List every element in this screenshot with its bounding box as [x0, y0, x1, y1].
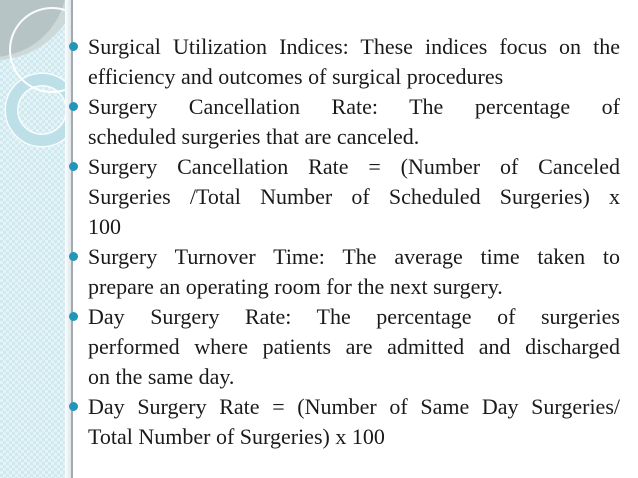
bullet-icon — [69, 252, 78, 261]
text-line: Surgery Turnover Time: The average time … — [88, 244, 620, 269]
list-item: Day Surgery Rate = (Number of Same Day S… — [69, 392, 620, 452]
text-line: prepare an operating room for the next s… — [88, 274, 503, 299]
list-item: Day Surgery Rate: The percentage of surg… — [69, 302, 620, 392]
text-line: 100 — [88, 214, 121, 239]
slide-body: Surgical Utilization Indices: These indi… — [69, 0, 638, 478]
list-item: Surgery Cancellation Rate: The percentag… — [69, 92, 620, 152]
text-line: Surgery Cancellation Rate = (Number of C… — [88, 154, 620, 179]
text-line: Surgery Cancellation Rate: The percentag… — [88, 94, 620, 119]
sidebar-decoration — [0, 0, 73, 478]
text-line: Surgeries /Total Number of Scheduled Sur… — [88, 184, 620, 209]
text-line: performed where patients are admitted an… — [88, 334, 620, 359]
bullet-icon — [69, 402, 78, 411]
sidebar-edge-line — [71, 0, 73, 478]
sidebar-texture — [0, 0, 65, 478]
bullet-icon — [69, 162, 78, 171]
text-line: Total Number of Surgeries) x 100 — [88, 424, 385, 449]
bullet-icon — [69, 312, 78, 321]
bullet-list: Surgical Utilization Indices: These indi… — [69, 32, 620, 452]
bullet-icon — [69, 42, 78, 51]
text-line: Day Surgery Rate: The percentage of surg… — [88, 304, 620, 329]
text-line: efficiency and outcomes of surgical proc… — [88, 64, 504, 89]
text-line: Day Surgery Rate = (Number of Same Day S… — [88, 394, 620, 419]
text-line: Surgical Utilization Indices: These indi… — [88, 34, 620, 59]
sidebar-edge-highlight — [65, 0, 71, 478]
list-item: Surgery Turnover Time: The average time … — [69, 242, 620, 302]
list-item: Surgery Cancellation Rate = (Number of C… — [69, 152, 620, 242]
list-item: Surgical Utilization Indices: These indi… — [69, 32, 620, 92]
text-line: on the same day. — [88, 364, 235, 389]
text-line: scheduled surgeries that are canceled. — [88, 124, 420, 149]
bullet-icon — [69, 102, 78, 111]
